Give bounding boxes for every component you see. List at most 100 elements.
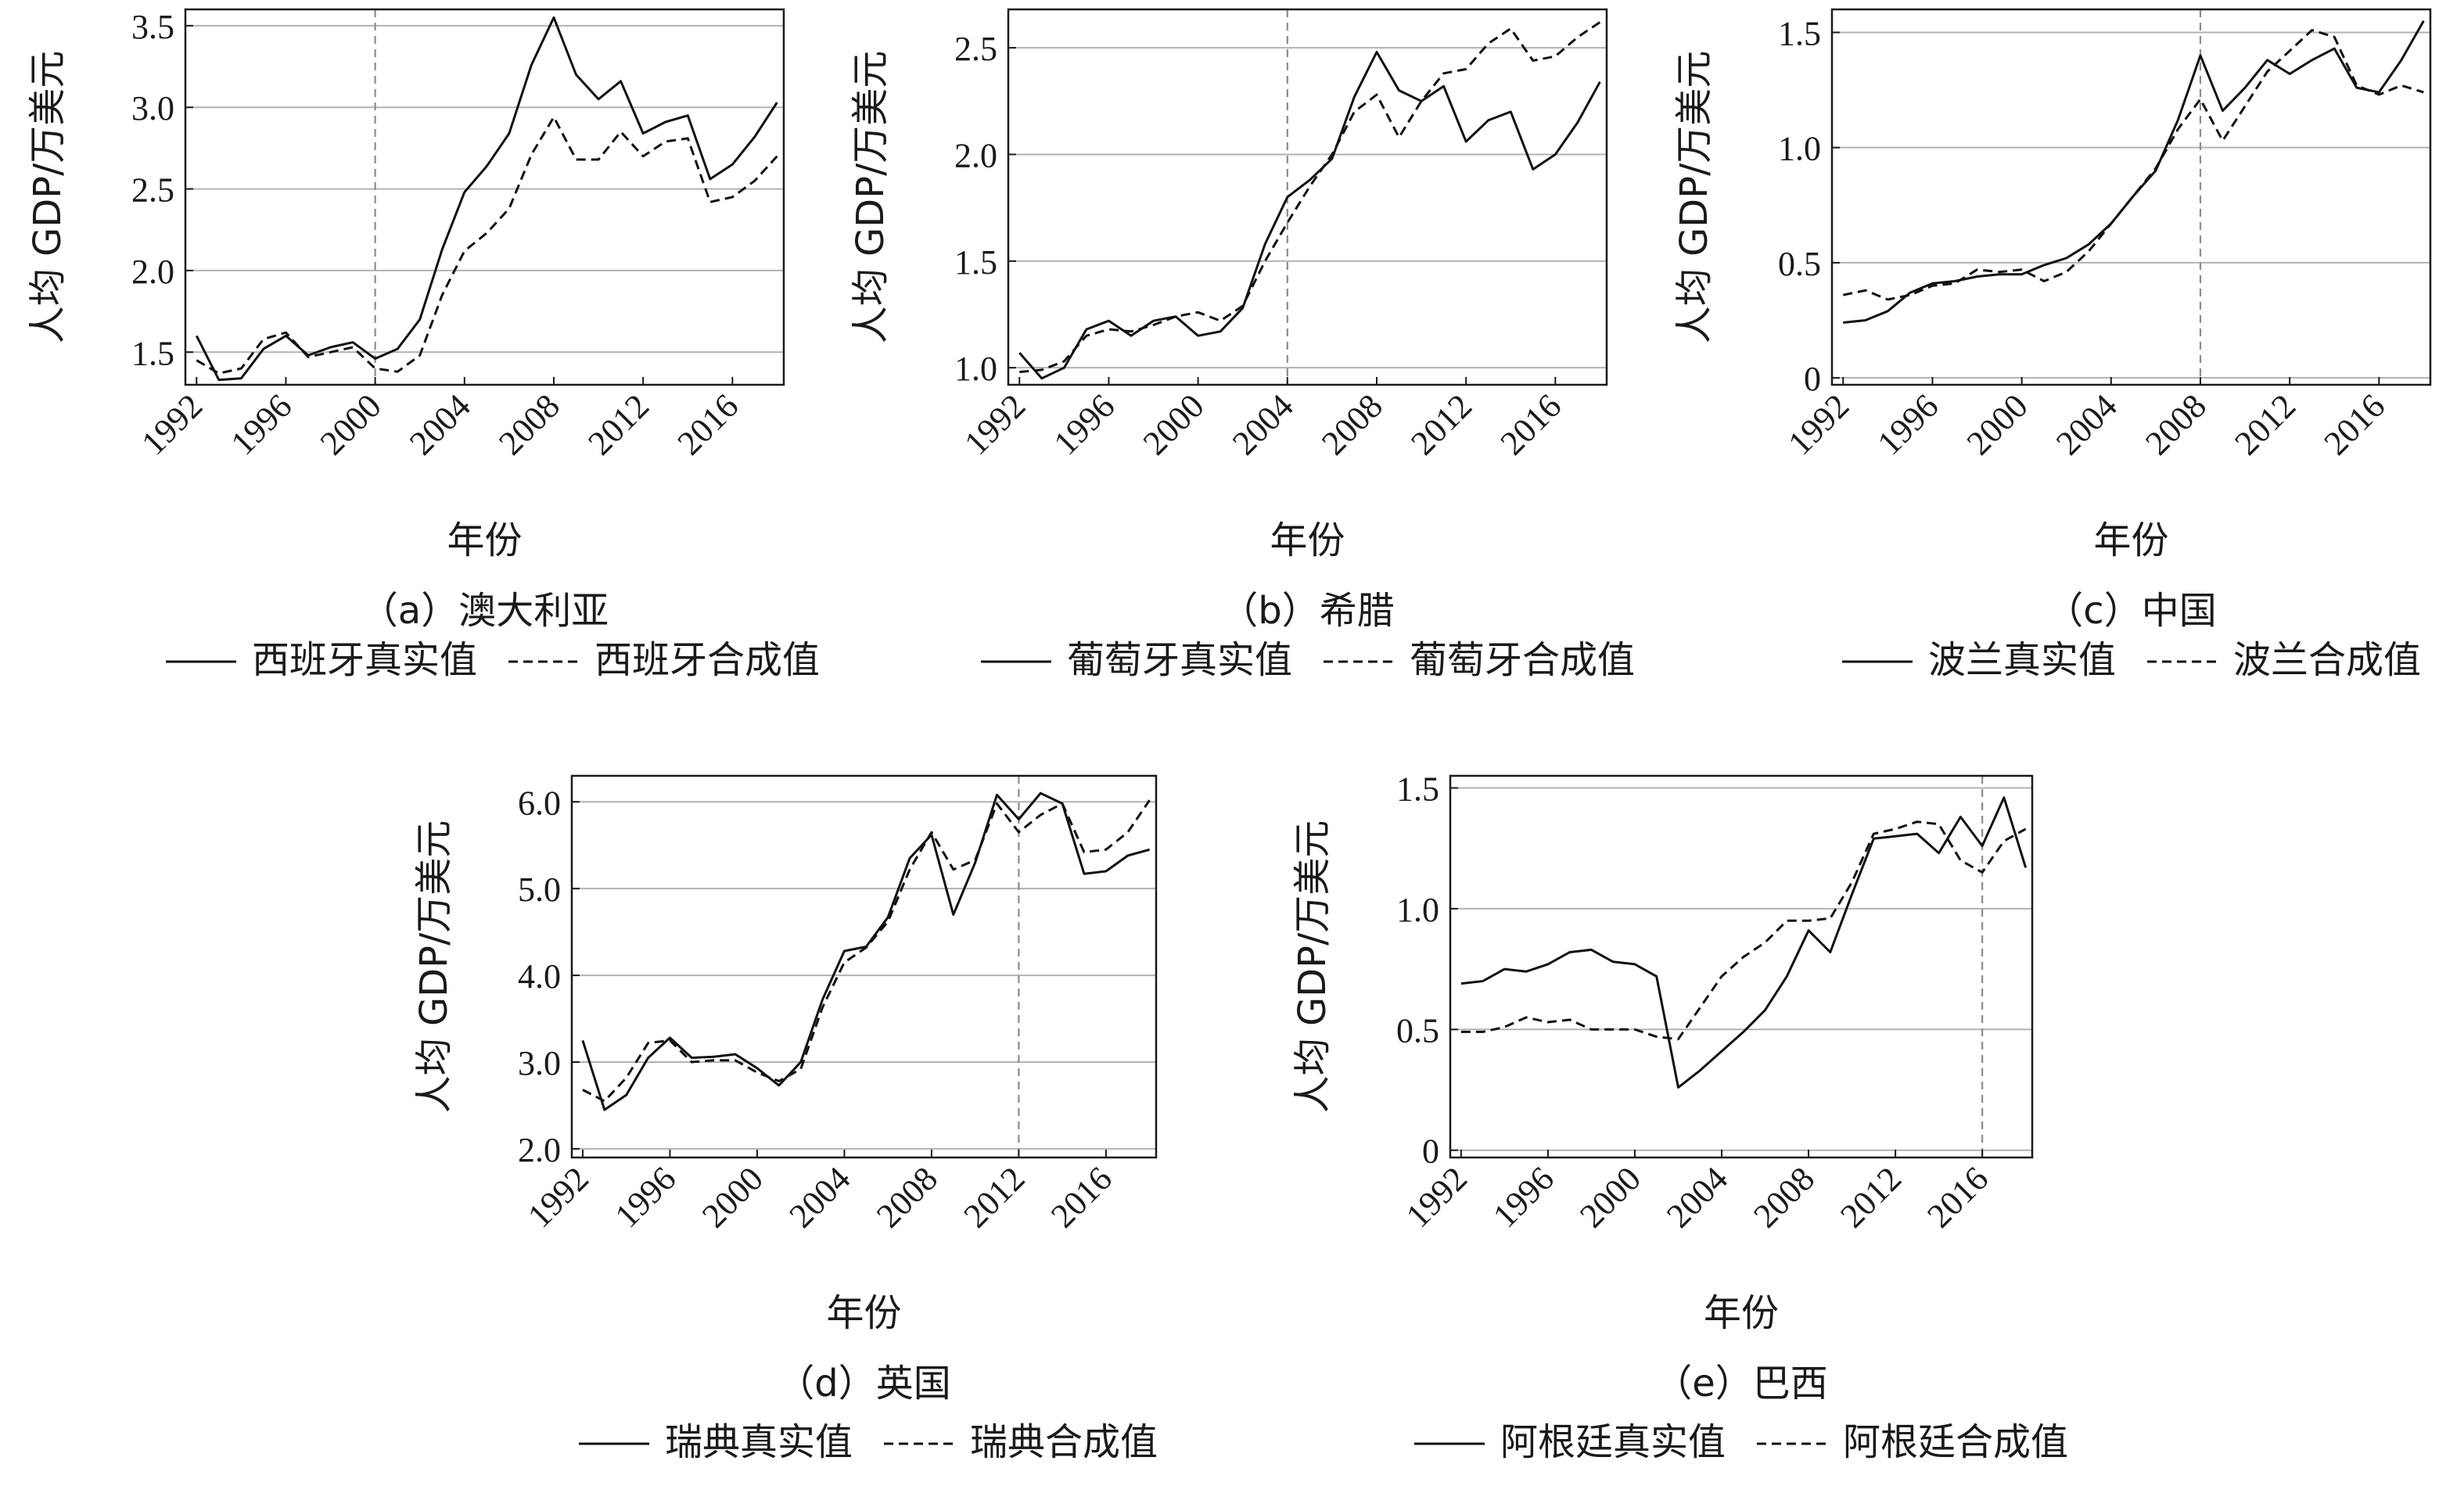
x-tick-label: 2012: [2227, 386, 2303, 462]
y-tick-label: 2.5: [131, 171, 174, 210]
y-tick-label: 3.5: [131, 8, 174, 46]
x-tick-label: 2016: [1493, 386, 1569, 462]
x-tick-label: 2012: [1403, 386, 1479, 462]
x-tick-label: 2008: [1746, 1159, 1822, 1235]
legend-label-synthetic: 西班牙合成值: [594, 638, 820, 682]
x-tick-label: 2008: [1314, 386, 1390, 462]
y-tick-label: 4.0: [518, 957, 561, 996]
actual-series-line: [1843, 20, 2425, 324]
x-tick-label: 2012: [957, 1159, 1033, 1235]
x-tick-label: 1996: [1870, 386, 1946, 462]
x-tick-label: 2000: [313, 386, 389, 462]
x-tick-label: 1992: [520, 1159, 596, 1235]
y-tick-label: 6.0: [518, 784, 561, 822]
y-tick-label: 2.5: [954, 30, 997, 68]
plot-frame: [570, 774, 1158, 1159]
plot-frame: [1007, 8, 1608, 386]
x-axis-label: 年份: [1270, 519, 1345, 562]
x-axis-label: 年份: [1704, 1291, 1779, 1335]
y-axis-label: 人均 GDP/万美元: [1672, 51, 1716, 344]
x-tick-label: 1996: [224, 386, 300, 462]
x-tick-label: 1992: [134, 386, 210, 462]
y-axis-label: 人均 GDP/万美元: [26, 51, 70, 344]
actual-series-line: [1460, 796, 2028, 1089]
x-tick-label: 2016: [2317, 386, 2393, 462]
chart-panel-1: 1.0 1.5 2.0 2.5 1992 1996 2000 2004 2008 2012 2016…: [849, 8, 1635, 682]
y-tick-label: 1.0: [1396, 891, 1439, 929]
legend-label-actual: 西班牙真实值: [252, 638, 477, 682]
x-tick-label: 2012: [580, 386, 656, 462]
legend-label-synthetic: 瑞典合成值: [970, 1420, 1158, 1464]
x-tick-label: 1992: [1399, 1159, 1474, 1235]
synthetic-series-line: [1460, 820, 2027, 1041]
x-tick-label: 2016: [1043, 1159, 1119, 1235]
legend-label-actual: 葡萄牙真实值: [1067, 638, 1292, 682]
legend-label-actual: 阿根廷真实值: [1500, 1420, 1726, 1464]
y-tick-label: 1.0: [954, 350, 997, 388]
y-tick-label: 2.0: [131, 253, 174, 291]
x-tick-label: 2008: [491, 386, 567, 462]
x-tick-label: 2000: [1136, 386, 1212, 462]
panel-caption: （a）澳大利亚: [361, 589, 609, 633]
y-tick-label: 3.0: [131, 89, 174, 127]
panel-caption: （e）巴西: [1654, 1362, 1828, 1405]
y-tick-label: 1.5: [1778, 14, 1821, 52]
y-tick-label: 2.0: [954, 136, 997, 174]
y-axis-label: 人均 GDP/万美元: [412, 820, 456, 1114]
synthetic-series-line: [1019, 21, 1601, 374]
synthetic-series-line: [582, 799, 1151, 1103]
x-tick-label: 1996: [608, 1159, 684, 1235]
legend-label-actual: 波兰真实值: [1928, 638, 2116, 682]
x-tick-label: 2004: [1659, 1159, 1735, 1235]
synthetic-series-line: [1842, 29, 2424, 301]
y-tick-label: 0: [1804, 360, 1821, 398]
y-tick-label: 0.5: [1396, 1011, 1439, 1050]
x-tick-label: 2000: [695, 1159, 770, 1235]
x-tick-label: 2016: [1920, 1159, 1995, 1235]
panel-caption: （d）英国: [777, 1362, 950, 1405]
y-tick-label: 1.5: [954, 243, 997, 282]
x-tick-label: 2000: [1572, 1159, 1648, 1235]
x-tick-label: 2008: [2138, 386, 2214, 462]
panel-caption: （b）希腊: [1220, 589, 1394, 633]
y-tick-label: 1.5: [1396, 770, 1439, 808]
y-tick-label: 2.0: [518, 1131, 561, 1169]
x-tick-label: 2004: [2049, 386, 2125, 462]
y-tick-label: 0: [1422, 1132, 1439, 1171]
x-axis-label: 年份: [826, 1291, 901, 1335]
panel-caption: （c）中国: [2046, 589, 2216, 633]
chart-panel-3: 2.0 3.0 4.0 5.0 6.0 1992 1996 2000 2004 2008 2012 2…: [412, 774, 1158, 1464]
plot-frame: [1830, 8, 2432, 386]
chart-panel-4: 0 0.5 1.0 1.5 1992 1996 2000 2004 2008 2012 2016 人均…: [1291, 770, 2068, 1464]
x-tick-label: 2016: [670, 386, 746, 462]
plot-frame: [1449, 774, 2034, 1159]
actual-series-line: [195, 16, 778, 382]
x-tick-label: 2004: [782, 1159, 858, 1235]
legend-label-synthetic: 葡萄牙合成值: [1410, 638, 1635, 682]
y-axis-label: 人均 GDP/万美元: [849, 51, 893, 344]
y-axis-label: 人均 GDP/万美元: [1291, 820, 1334, 1114]
actual-series-line: [1018, 51, 1601, 380]
x-tick-label: 1992: [957, 386, 1033, 462]
x-tick-label: 1996: [1047, 386, 1122, 462]
legend-label-synthetic: 阿根廷合成值: [1843, 1420, 2068, 1464]
y-tick-label: 3.0: [518, 1044, 561, 1082]
y-tick-label: 1.5: [131, 334, 174, 372]
chart-panel-0: 1.5 2.0 2.5 3.0 3.5 1992 1996 2000 2004 2008 2012 2…: [26, 8, 820, 682]
y-tick-label: 5.0: [518, 870, 561, 909]
x-tick-label: 1992: [1780, 386, 1856, 462]
x-tick-label: 2012: [1833, 1159, 1909, 1235]
x-tick-label: 1996: [1485, 1159, 1561, 1235]
x-tick-label: 2004: [1225, 386, 1301, 462]
legend-label-actual: 瑞典真实值: [665, 1420, 853, 1464]
y-tick-label: 1.0: [1778, 130, 1821, 168]
x-axis-label: 年份: [447, 519, 522, 562]
legend-label-synthetic: 波兰合成值: [2233, 638, 2421, 682]
x-tick-label: 2004: [402, 386, 478, 462]
x-tick-label: 2000: [1959, 386, 2035, 462]
y-tick-label: 0.5: [1778, 245, 1821, 283]
plot-frame: [184, 8, 785, 386]
synthetic-series-line: [196, 116, 778, 375]
x-axis-label: 年份: [2093, 519, 2168, 562]
